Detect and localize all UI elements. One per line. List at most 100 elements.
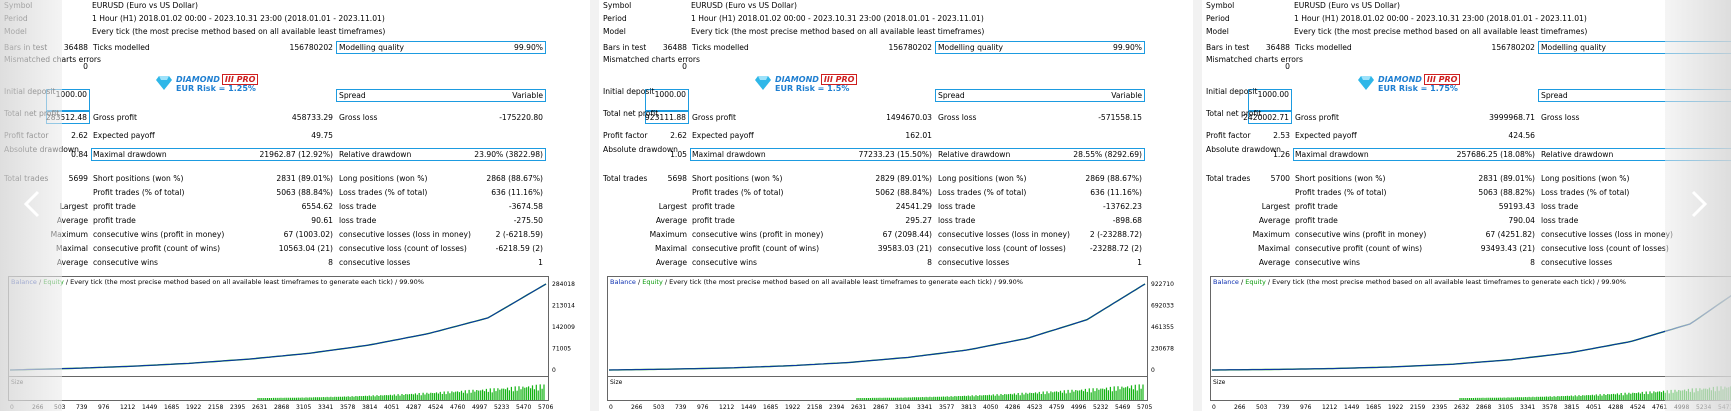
- row-value: 5699: [68, 174, 88, 183]
- highlight-box: [645, 111, 689, 124]
- spread-label: Spread: [339, 91, 366, 100]
- highlight-box: [1538, 89, 1731, 102]
- y-tick-label: 461355: [1151, 324, 1174, 331]
- mismatch-label: Mismatched charts errors: [1206, 55, 1303, 64]
- metric-value: 636 (11.16%): [1090, 188, 1142, 197]
- symbol-label: Symbol: [1206, 1, 1235, 10]
- chevron-left-icon[interactable]: [12, 184, 52, 224]
- ticks-label: Ticks modelled: [692, 43, 749, 52]
- metric-value: 2869 (88.67%): [1085, 174, 1142, 183]
- row-label: Average: [1258, 216, 1290, 225]
- quality-value: 99.90%: [514, 43, 543, 52]
- metric-label: Long positions (won %): [938, 174, 1027, 183]
- metric-value: 90.61: [311, 216, 333, 225]
- highlight-box: [1248, 89, 1292, 111]
- x-tick-label: 3341: [1520, 404, 1535, 411]
- row-label: Total trades: [603, 174, 648, 183]
- y-tick-label: 71005: [552, 346, 571, 353]
- metric-label: consecutive wins: [1295, 258, 1361, 267]
- maximal-drawdown-value: 257686.25 (18.08%): [1456, 150, 1535, 159]
- metric-value: 6554.62: [301, 202, 333, 211]
- deposit-label: Initial deposit: [1206, 87, 1258, 96]
- spread-value: Variable: [1111, 91, 1142, 100]
- metric-label: profit trade: [692, 216, 735, 225]
- volume-frame: [1210, 376, 1731, 401]
- logo-name: DIAMOND: [176, 75, 220, 84]
- bars-label: Bars in test: [1206, 43, 1250, 52]
- metric-value: -3674.58: [508, 202, 543, 211]
- mismatch-value: 0: [83, 62, 88, 71]
- highlight-box: [336, 41, 546, 54]
- size-label: Size: [610, 379, 623, 386]
- diamond-icon: [755, 75, 771, 90]
- period-value: 1 Hour (H1) 2018.01.02 00:00 - 2023.10.3…: [691, 14, 984, 23]
- relative-drawdown-value: 28.55% (8292.69): [1073, 150, 1142, 159]
- maximal-drawdown-label: Maximal drawdown: [692, 150, 766, 159]
- row-label: Average: [56, 258, 88, 267]
- gross-loss-value: -175220.80: [499, 113, 543, 122]
- net-profit-value: 283512.48: [45, 113, 87, 122]
- volume-frame: [8, 376, 549, 401]
- row-label: Largest: [59, 202, 88, 211]
- ticks-value: 156780202: [1491, 43, 1535, 52]
- balance-chart: Balance / Equity / Every tick (the most …: [1210, 276, 1731, 411]
- volume-bars: [856, 384, 1144, 400]
- x-tick-label: 1922: [186, 404, 201, 411]
- absolute-drawdown-label: Absolute drawdown: [603, 145, 678, 154]
- gross-profit-label: Gross profit: [1295, 113, 1339, 122]
- expected-payoff-label: Expected payoff: [1295, 131, 1357, 140]
- metric-value: 2 (-6218.59): [495, 230, 543, 239]
- x-tick-label: 0: [10, 404, 14, 411]
- logo-name: DIAMOND: [1378, 75, 1422, 84]
- metric-label: consecutive wins (profit in money): [1295, 230, 1427, 239]
- diamond-pro-logo: DIAMOND III PRO EUR Risk = 1.75%: [1358, 74, 1478, 94]
- logo-name: DIAMOND: [775, 75, 819, 84]
- metric-value: 67 (1003.02): [283, 230, 333, 239]
- row-label: Maximal: [56, 244, 88, 253]
- x-tick-label: 4759: [1049, 404, 1064, 411]
- metric-label: Profit trades (% of total): [93, 188, 185, 197]
- y-tick-label: 213014: [552, 303, 575, 310]
- x-tick-label: 4286: [1005, 404, 1020, 411]
- x-tick-label: 2158: [208, 404, 223, 411]
- gross-profit-value: 1494670.03: [886, 113, 932, 122]
- metric-value: -275.50: [513, 216, 543, 225]
- row-label: Largest: [1261, 202, 1290, 211]
- row-label: Average: [1258, 258, 1290, 267]
- x-tick-label: 5706: [538, 404, 553, 411]
- row-label: Maximum: [50, 230, 88, 239]
- metric-label: profit trade: [1295, 202, 1338, 211]
- model-label: Model: [4, 27, 27, 36]
- relative-drawdown-label: Relative drawdown: [1541, 150, 1614, 159]
- chevron-right-icon[interactable]: [1679, 184, 1719, 224]
- metric-label: loss trade: [1541, 216, 1579, 225]
- metric-value: 2868 (88.67%): [486, 174, 543, 183]
- x-tick-label: 3104: [895, 404, 910, 411]
- y-tick-label: 230678: [1151, 346, 1174, 353]
- metric-label: Profit trades (% of total): [1295, 188, 1387, 197]
- x-tick-label: 1212: [120, 404, 135, 411]
- gross-loss-value: -571558.15: [1098, 113, 1142, 122]
- maximal-drawdown-label: Maximal drawdown: [1295, 150, 1369, 159]
- x-tick-label: 4998: [1674, 404, 1689, 411]
- quality-label: Modelling quality: [1541, 43, 1607, 52]
- x-tick-label: 976: [98, 404, 110, 411]
- highlight-box: [935, 41, 1145, 54]
- gross-profit-label: Gross profit: [93, 113, 137, 122]
- balance-line: [9, 283, 547, 371]
- spread-value: Variable: [512, 91, 543, 100]
- net-profit-value: 923111.88: [644, 113, 686, 122]
- logo-text: DIAMOND III PRO: [176, 74, 259, 85]
- x-tick-label: 4997: [472, 404, 487, 411]
- metric-label: Short positions (won %): [93, 174, 184, 183]
- x-tick-label: 2631: [851, 404, 866, 411]
- x-tick-label: 4524: [428, 404, 443, 411]
- quality-value: 99.90%: [1113, 43, 1142, 52]
- x-tick-label: 2867: [873, 404, 888, 411]
- x-tick-label: 2868: [274, 404, 289, 411]
- x-tick-label: 4288: [1608, 404, 1623, 411]
- ticks-value: 156780202: [888, 43, 932, 52]
- metric-label: consecutive wins: [93, 258, 159, 267]
- metric-label: Long positions (won %): [339, 174, 428, 183]
